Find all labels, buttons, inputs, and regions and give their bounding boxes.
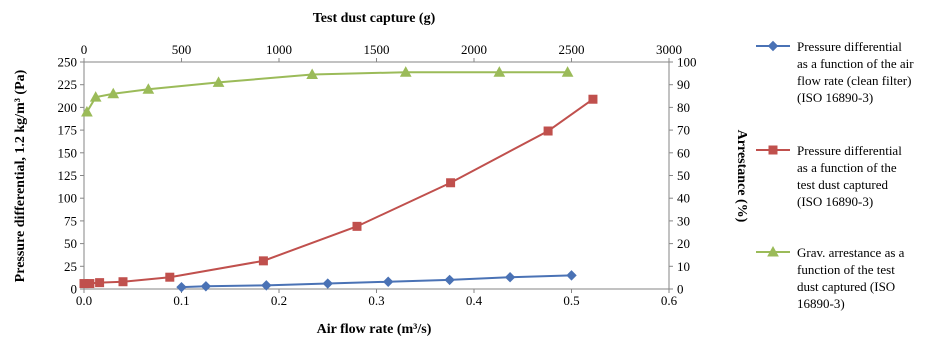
data-point-arrestance — [399, 66, 412, 77]
top-tick-label: 3000 — [656, 42, 682, 57]
series-arrestance — [81, 66, 574, 117]
legend-item-dust-pressure: Pressure differential as a function of th… — [756, 143, 902, 209]
right-tick-label: 50 — [677, 168, 690, 183]
top-tick-label: 1500 — [364, 42, 390, 57]
data-point-dust-pressure — [118, 277, 128, 287]
left-tick-label: 225 — [58, 77, 78, 92]
left-tick-label: 175 — [58, 123, 78, 138]
right-axis-title: Arrestance (%) — [734, 130, 749, 223]
data-point-dust-pressure — [85, 279, 95, 289]
legend-layer: Pressure differential as a function of th… — [756, 39, 914, 311]
data-point-dust-pressure — [352, 221, 362, 231]
left-tick-label: 25 — [64, 259, 77, 274]
legend-item-arrestance: Grav. arrestance as a function of the tes… — [756, 245, 905, 311]
top-tick-label: 2500 — [559, 42, 585, 57]
data-point-clean-filter-pressure — [261, 280, 272, 291]
right-tick-label: 90 — [677, 77, 690, 92]
data-point-arrestance — [107, 87, 120, 99]
bottom-axis-title: Air flow rate (m³/s) — [317, 322, 432, 337]
bottom-tick-label: 0.0 — [76, 293, 92, 308]
left-tick-label: 125 — [58, 168, 78, 183]
legend-marker-icon — [767, 245, 779, 257]
data-point-arrestance — [142, 83, 155, 94]
data-point-clean-filter-pressure — [444, 274, 455, 286]
top-axis-title: Test dust capture (g) — [313, 11, 436, 26]
data-point-clean-filter-pressure — [504, 271, 516, 283]
left-tick-label: 150 — [58, 145, 78, 160]
right-tick-label: 10 — [677, 259, 690, 274]
legend-item-clean-filter-pressure: Pressure differential as a function of th… — [756, 39, 914, 105]
top-tick-label: 2000 — [461, 42, 487, 57]
data-point-clean-filter-pressure — [176, 281, 187, 293]
left-tick-label: 75 — [64, 213, 77, 228]
top-tick-label: 500 — [172, 42, 192, 57]
data-point-arrestance — [81, 105, 93, 117]
legend-label: as a function of the air — [797, 56, 914, 71]
bottom-tick-label: 0.3 — [368, 293, 384, 308]
left-tick-label: 100 — [58, 191, 78, 206]
bottom-tick-label: 0.5 — [563, 293, 579, 308]
right-tick-label: 70 — [677, 123, 690, 138]
top-tick-label: 0 — [81, 42, 88, 57]
data-point-dust-pressure — [543, 126, 553, 136]
legend-marker-icon — [768, 145, 778, 155]
legend-label: test dust captured — [797, 177, 888, 192]
bottom-tick-label: 0.4 — [466, 293, 483, 308]
top-tick-label: 1000 — [266, 42, 292, 57]
series-line-arrestance — [86, 71, 568, 113]
data-point-clean-filter-pressure — [382, 276, 394, 287]
data-point-dust-pressure — [95, 278, 105, 288]
legend-label: dust captured (ISO — [797, 279, 895, 294]
legend-label: (ISO 16890-3) — [797, 90, 873, 105]
right-tick-label: 100 — [677, 55, 697, 70]
data-point-dust-pressure — [165, 272, 175, 282]
series-line-clean-filter-pressure — [181, 274, 572, 289]
legend-label: Pressure differential — [797, 143, 902, 158]
data-point-arrestance — [561, 66, 574, 77]
data-point-dust-pressure — [446, 178, 456, 188]
data-point-clean-filter-pressure — [200, 281, 212, 292]
data-point-dust-pressure — [588, 94, 598, 104]
bottom-tick-label: 0.1 — [173, 293, 189, 308]
left-tick-label: 250 — [58, 55, 78, 70]
left-axis-title: Pressure differential, 1.2 kg/m³ (Pa) — [13, 69, 28, 282]
series-layer — [79, 66, 598, 293]
data-point-clean-filter-pressure — [566, 270, 577, 281]
right-tick-label: 40 — [677, 191, 690, 206]
right-tick-label: 80 — [677, 100, 690, 115]
right-tick-label: 0 — [677, 282, 684, 297]
data-point-arrestance — [306, 68, 318, 79]
bottom-tick-label: 0.6 — [661, 293, 678, 308]
legend-label: Pressure differential — [797, 39, 902, 54]
legend-marker-icon — [767, 40, 779, 52]
left-tick-label: 0 — [71, 282, 78, 297]
left-tick-label: 200 — [58, 100, 78, 115]
data-point-dust-pressure — [258, 256, 268, 266]
legend-label: function of the test — [797, 262, 895, 277]
series-clean-filter-pressure — [176, 270, 577, 293]
legend-label: 16890-3) — [797, 296, 845, 311]
right-tick-label: 60 — [677, 145, 690, 160]
left-tick-label: 50 — [64, 236, 77, 251]
data-point-arrestance — [493, 66, 506, 77]
data-point-clean-filter-pressure — [322, 278, 333, 289]
legend-label: (ISO 16890-3) — [797, 194, 873, 209]
legend-label: Grav. arrestance as a — [797, 245, 905, 260]
series-dust-pressure — [79, 94, 598, 289]
series-line-dust-pressure — [84, 98, 594, 285]
legend-label: as a function of the — [797, 160, 897, 175]
axes-layer: 0.0 0.1 0.2 0.3 0.4 0.5 0.60 500 1000 1500 2000 250… — [58, 42, 697, 308]
data-point-arrestance — [212, 76, 225, 87]
data-point-arrestance — [89, 91, 102, 102]
right-tick-label: 20 — [677, 236, 690, 251]
right-tick-label: 30 — [677, 213, 690, 228]
legend-label: flow rate (clean filter) — [797, 73, 911, 88]
bottom-tick-label: 0.2 — [271, 293, 287, 308]
